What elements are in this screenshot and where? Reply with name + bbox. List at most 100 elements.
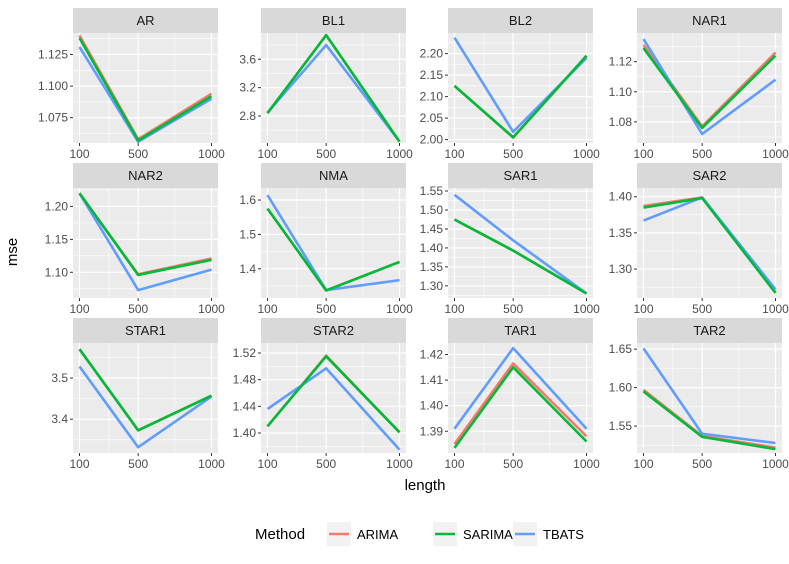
y-tick-label: 1.50: [420, 203, 444, 217]
facet-strip: [637, 163, 782, 188]
facet-strip-label: BL1: [322, 13, 345, 28]
x-tick-label: 1000: [198, 457, 225, 471]
x-tick-label: 500: [503, 302, 523, 316]
x-tick-label: 500: [128, 457, 148, 471]
panel-background: [73, 33, 218, 143]
legend-item-sarima: SARIMA: [433, 522, 513, 546]
y-tick-label: 1.44: [233, 399, 257, 413]
facet-strip: [261, 163, 406, 188]
x-axis-title: length: [405, 477, 446, 494]
panel-ar: AR 100 500 1000 1.075 1.100 1.125: [38, 8, 225, 161]
y-tick-label: 2.10: [420, 90, 444, 104]
x-tick-label: 1000: [386, 457, 413, 471]
series-line-sarima: [453, 54, 588, 139]
x-tick-label: 100: [633, 147, 653, 161]
panel-bl1: BL1 100 500 1000 2.8 3.2 3.6: [239, 8, 413, 161]
y-tick-label: 1.08: [609, 115, 633, 129]
x-tick-label: 1000: [762, 302, 789, 316]
x-tick-label: 1000: [198, 302, 225, 316]
y-tick-label: 1.55: [609, 419, 633, 433]
series-line-tbats: [453, 193, 588, 295]
legend-item-arima: ARIMA: [327, 522, 399, 546]
series-line-sarima: [642, 390, 776, 451]
x-tick-label: 500: [692, 302, 712, 316]
y-tick-label: 2.20: [420, 47, 444, 61]
series-line-sarima: [642, 47, 777, 130]
facet-strip-label: STAR2: [313, 323, 354, 338]
legend-label: SARIMA: [463, 527, 513, 542]
series-line-tbats: [78, 192, 212, 292]
x-tick-label: 100: [444, 302, 464, 316]
series-line-tbats: [453, 346, 588, 430]
x-tick-label: 500: [316, 147, 336, 161]
y-tick-label: 1.40: [420, 399, 444, 413]
x-tick-label: 1000: [573, 457, 600, 471]
facet-strip-label: NAR1: [692, 13, 727, 28]
y-tick-label: 3.4: [51, 412, 68, 426]
facet-strip-label: SAR1: [504, 168, 538, 183]
y-tick-label: 1.12: [609, 55, 633, 69]
facet-strip-label: BL2: [509, 13, 532, 28]
legend-title: Method: [255, 526, 305, 543]
y-tick-label: 2.8: [239, 109, 256, 123]
facet-panels: AR 100 500 1000 1.075 1.100 1.125 BL1 100 500 1000…: [38, 8, 789, 471]
y-tick-label: 1.45: [420, 222, 444, 236]
series-line-sarima: [78, 37, 213, 142]
legend-label: ARIMA: [357, 527, 399, 542]
x-tick-label: 100: [633, 457, 653, 471]
y-tick-label: 1.30: [420, 279, 444, 293]
x-tick-label: 500: [316, 302, 336, 316]
y-tick-label: 1.6: [239, 193, 256, 207]
facet-strip-label: STAR1: [125, 323, 166, 338]
y-tick-label: 1.42: [420, 348, 444, 362]
y-tick-label: 1.35: [420, 260, 444, 274]
facet-strip-label: TAR1: [504, 323, 536, 338]
x-tick-label: 500: [692, 457, 712, 471]
series-line-tbats: [642, 38, 777, 136]
x-tick-label: 500: [128, 302, 148, 316]
legend-item-tbats: TBATS: [513, 522, 584, 546]
y-tick-label: 1.60: [609, 381, 633, 395]
facet-strip: [448, 8, 593, 33]
x-tick-label: 1000: [762, 457, 789, 471]
facet-strip: [73, 8, 218, 33]
x-tick-label: 1000: [573, 147, 600, 161]
y-tick-label: 2.05: [420, 111, 444, 125]
y-tick-label: 2.15: [420, 68, 444, 82]
y-tick-label: 1.52: [233, 346, 257, 360]
y-tick-label: 1.55: [420, 184, 444, 198]
y-tick-label: 1.15: [45, 232, 69, 246]
y-tick-label: 2.00: [420, 133, 444, 147]
y-tick-label: 1.4: [239, 262, 256, 276]
x-tick-label: 100: [633, 302, 653, 316]
panel-nma: NMA 100 500 1000 1.4 1.5 1.6: [239, 163, 413, 316]
x-tick-label: 500: [692, 147, 712, 161]
series-line-tbats: [78, 365, 213, 449]
y-tick-label: 1.10: [45, 265, 69, 279]
x-tick-label: 100: [69, 302, 89, 316]
x-tick-label: 100: [444, 457, 464, 471]
panel-background: [73, 188, 218, 298]
facet-strip: [637, 318, 782, 343]
y-tick-label: 1.65: [609, 342, 633, 356]
legend: Method ARIMA SARIMA TBATS: [255, 522, 584, 546]
x-tick-label: 500: [503, 147, 523, 161]
facet-strip-label: AR: [136, 13, 154, 28]
x-tick-label: 1000: [198, 147, 225, 161]
x-tick-label: 100: [444, 147, 464, 161]
x-tick-label: 1000: [386, 147, 413, 161]
y-tick-label: 3.5: [51, 371, 68, 385]
x-tick-label: 500: [128, 147, 148, 161]
legend-items: ARIMA SARIMA TBATS: [327, 522, 584, 546]
series-line-arima: [453, 362, 588, 445]
facet-strip-label: SAR2: [693, 168, 727, 183]
facet-strip-label: NAR2: [128, 168, 163, 183]
panel-background: [448, 33, 593, 143]
y-tick-label: 1.5: [239, 227, 256, 241]
y-tick-label: 1.30: [609, 262, 633, 276]
series-line-tbats: [266, 43, 401, 143]
series-line-tbats: [266, 367, 401, 451]
panel-background: [448, 343, 593, 453]
x-tick-label: 100: [69, 147, 89, 161]
y-tick-label: 1.40: [609, 190, 633, 204]
